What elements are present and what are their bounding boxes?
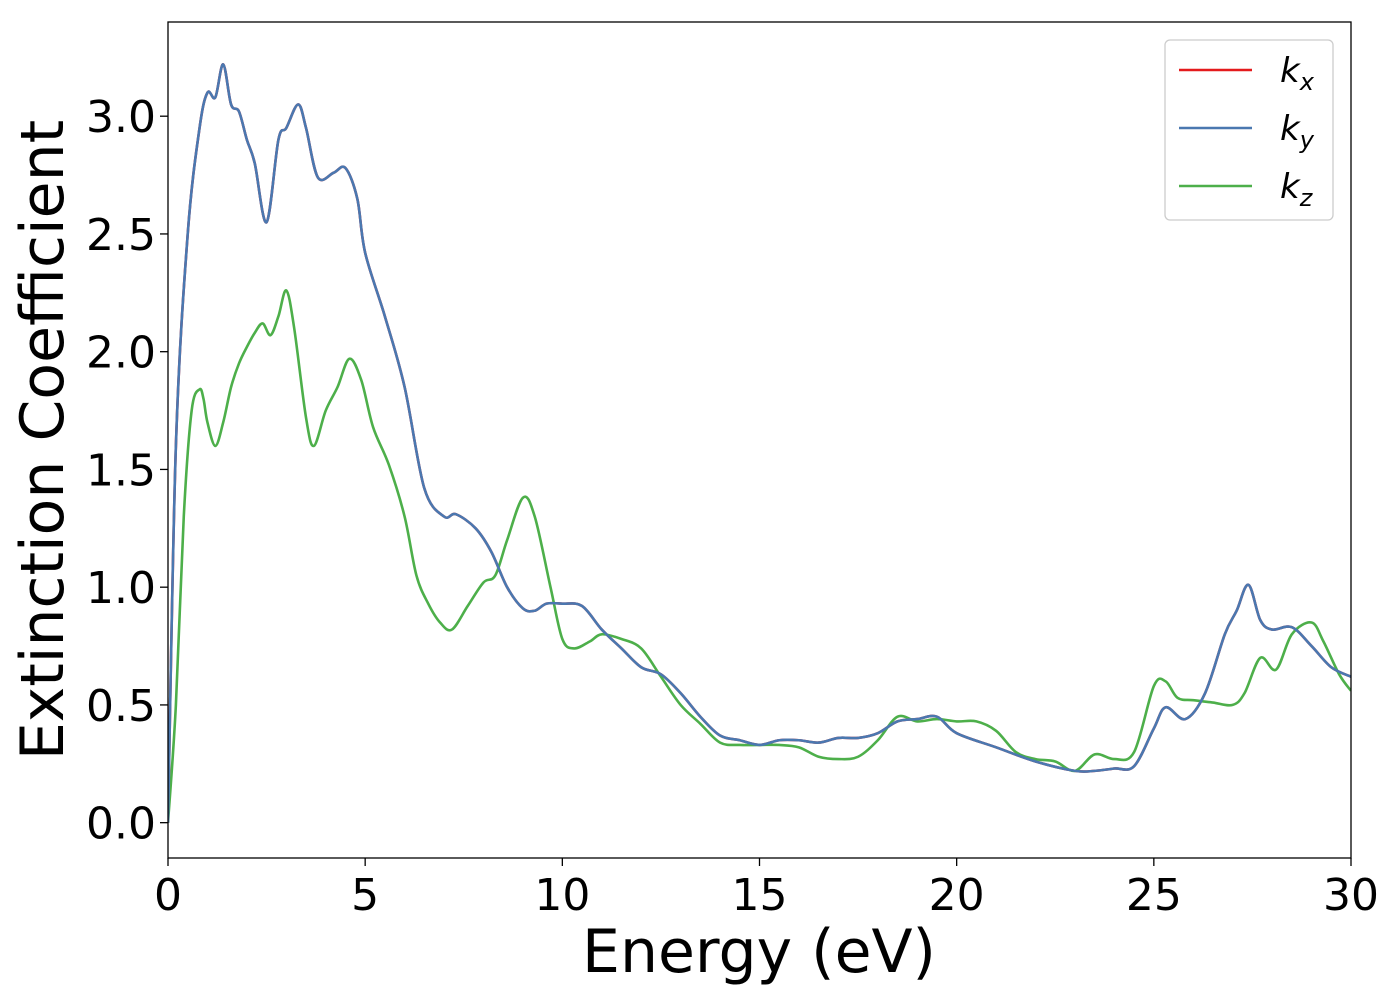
x-axis: 0 5 10 15 20 25 30	[154, 858, 1379, 921]
x-tick-label: 0	[154, 870, 182, 921]
y-axis-title: Extinction Coefficient	[8, 120, 78, 760]
x-axis-title: Energy (eV)	[582, 917, 936, 987]
legend-box	[1164, 39, 1334, 221]
x-tick-label: 20	[929, 870, 985, 921]
series-layer	[168, 63, 1351, 823]
x-tick-label: 10	[534, 870, 590, 921]
x-tick-label: 25	[1126, 870, 1182, 921]
plot-background	[168, 22, 1351, 858]
y-tick-label: 2.0	[86, 328, 156, 379]
y-tick-label: 1.5	[86, 445, 156, 496]
x-tick-label: 15	[732, 870, 788, 921]
y-tick-label: 1.0	[86, 563, 156, 614]
x-tick-label: 5	[351, 870, 379, 921]
x-tick-label: 30	[1323, 870, 1379, 921]
series-line-ky	[168, 63, 1351, 823]
y-tick-label: 0.5	[86, 681, 156, 732]
y-tick-label: 0.0	[86, 799, 156, 850]
y-tick-label: 2.5	[86, 210, 156, 261]
y-axis: 0.0 0.5 1.0 1.5 2.0 2.5 3.0	[86, 92, 168, 850]
y-tick-label: 3.0	[86, 92, 156, 143]
series-line-kz	[168, 289, 1351, 823]
